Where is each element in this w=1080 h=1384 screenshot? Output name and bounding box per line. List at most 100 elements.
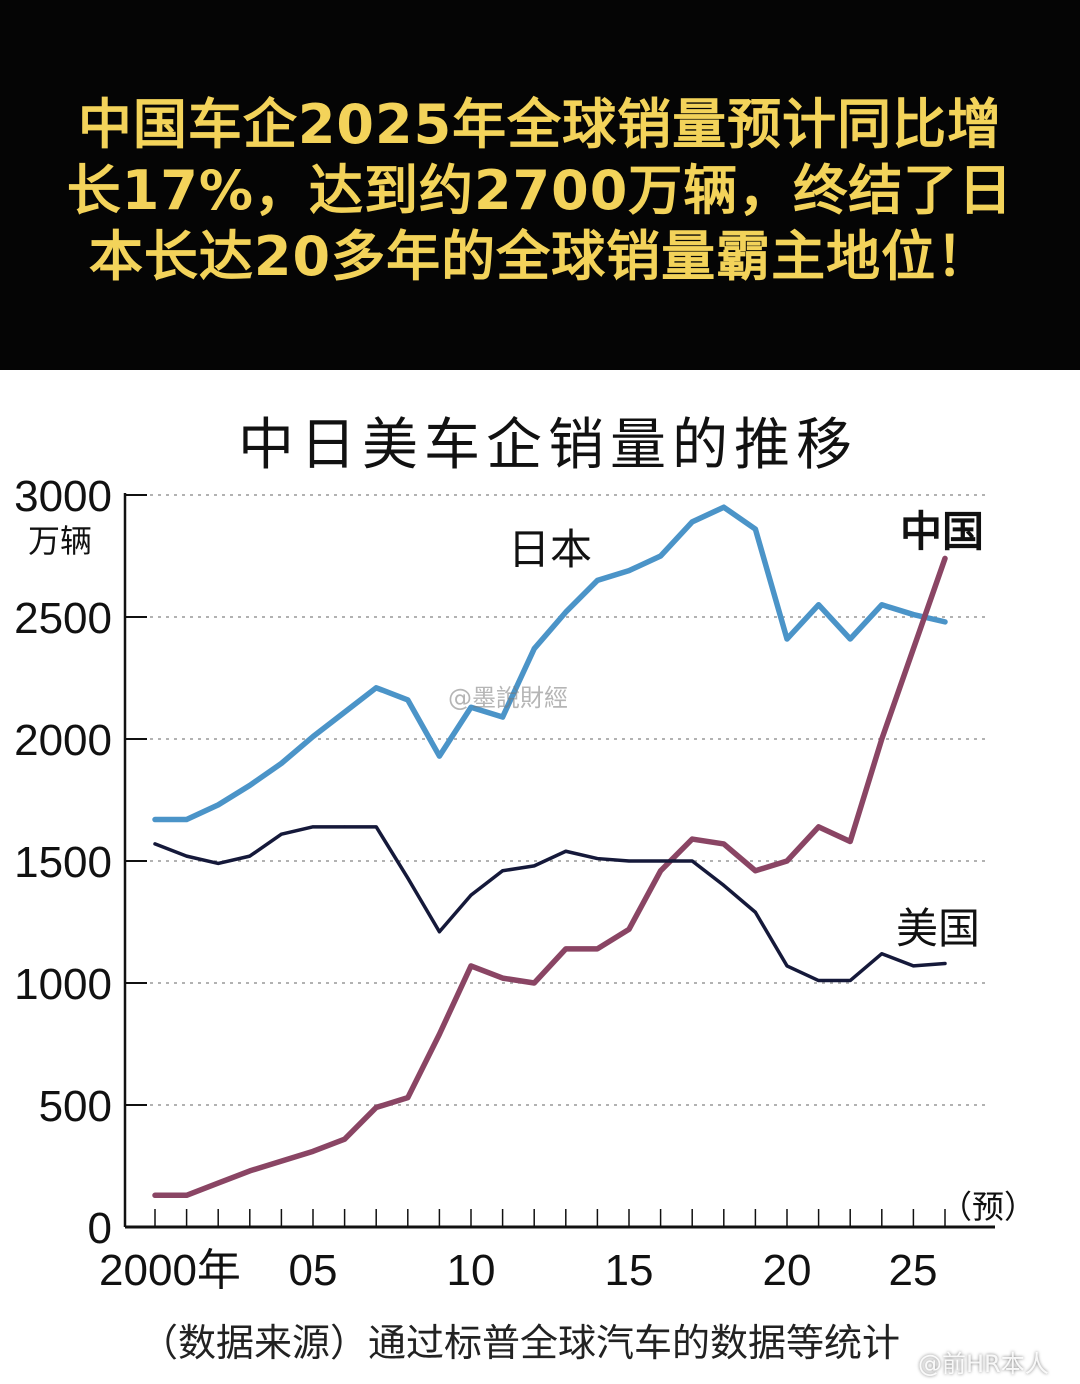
data-point-usa <box>469 893 473 897</box>
y-tick-label: 2500 <box>14 594 112 643</box>
data-point-japan <box>406 698 410 702</box>
data-point-china <box>659 869 663 873</box>
data-point-china <box>437 1032 441 1036</box>
data-point-usa <box>153 842 157 846</box>
data-point-china <box>248 1169 252 1173</box>
data-point-china <box>311 1149 315 1153</box>
data-point-japan <box>753 527 757 531</box>
chart-title: 中日美车企销量的推移 <box>238 413 858 478</box>
data-point-usa <box>785 964 789 968</box>
data-point-china <box>817 825 821 829</box>
x-tick-label: 05 <box>289 1246 338 1295</box>
series-line-china <box>152 555 948 1199</box>
data-point-china <box>532 981 536 985</box>
data-point-usa <box>564 849 568 853</box>
data-point-china <box>343 1137 347 1141</box>
data-point-china <box>185 1193 189 1197</box>
data-point-china <box>880 737 884 741</box>
data-point-china <box>469 964 473 968</box>
data-point-usa <box>690 859 694 863</box>
data-point-usa <box>501 869 505 873</box>
data-point-japan <box>153 818 157 822</box>
data-point-usa <box>248 854 252 858</box>
data-point-usa <box>532 864 536 868</box>
series-line-usa <box>153 825 947 983</box>
series-label-china: 中国 <box>900 507 984 556</box>
data-point-japan <box>785 637 789 641</box>
data-point-china <box>153 1193 157 1197</box>
data-point-usa <box>817 979 821 983</box>
data-point-japan <box>595 578 599 582</box>
data-point-usa <box>753 910 757 914</box>
y-tick-label: 1000 <box>14 960 112 1009</box>
data-point-china <box>374 1105 378 1109</box>
data-point-china <box>690 837 694 841</box>
data-point-usa <box>880 952 884 956</box>
data-point-china <box>722 842 726 846</box>
data-point-japan <box>880 603 884 607</box>
header-banner: 中国车企2025年全球销量预计同比增长17%，达到约2700万辆，终结了日本长达… <box>0 0 1080 370</box>
data-point-usa <box>437 930 441 934</box>
data-point-china <box>753 869 757 873</box>
data-point-japan <box>248 783 252 787</box>
data-point-usa <box>911 964 915 968</box>
x-tick-label: 2000年 <box>99 1246 241 1295</box>
source-note: （数据来源）通过标普全球汽车的数据等统计 <box>140 1321 901 1365</box>
data-point-china <box>564 947 568 951</box>
data-point-china <box>627 927 631 931</box>
data-point-china <box>406 1096 410 1100</box>
data-point-japan <box>501 715 505 719</box>
data-point-usa <box>279 832 283 836</box>
data-point-japan <box>374 686 378 690</box>
data-point-japan <box>848 637 852 641</box>
data-point-japan <box>216 803 220 807</box>
data-point-japan <box>343 710 347 714</box>
data-point-china <box>785 859 789 863</box>
data-point-usa <box>406 876 410 880</box>
data-point-japan <box>532 647 536 651</box>
data-point-usa <box>722 883 726 887</box>
data-point-china <box>911 647 915 651</box>
data-point-china <box>943 556 947 560</box>
x-tick-label: 25 <box>889 1246 938 1295</box>
data-point-japan <box>437 754 441 758</box>
data-point-china <box>848 839 852 843</box>
data-point-japan <box>911 613 915 617</box>
data-point-china <box>501 976 505 980</box>
y-axis-unit: 万辆 <box>28 522 92 560</box>
data-point-china <box>279 1159 283 1163</box>
data-point-usa <box>216 861 220 865</box>
data-point-japan <box>690 520 694 524</box>
data-point-usa <box>374 825 378 829</box>
data-point-japan <box>943 620 947 624</box>
watermark-corner: @前HR本人 <box>918 1350 1049 1378</box>
y-tick-label: 3000 <box>14 472 112 521</box>
data-point-japan <box>469 705 473 709</box>
series-label-japan: 日本 <box>508 525 592 574</box>
forecast-label: （预） <box>940 1188 1036 1226</box>
data-point-usa <box>627 859 631 863</box>
data-point-usa <box>943 961 947 965</box>
y-tick-label: 0 <box>88 1204 112 1253</box>
data-point-japan <box>722 505 726 509</box>
data-point-japan <box>817 603 821 607</box>
series-line-japan <box>152 504 948 823</box>
data-point-japan <box>185 818 189 822</box>
data-point-china <box>595 947 599 951</box>
y-tick-label: 1500 <box>14 838 112 887</box>
x-tick-label: 10 <box>447 1246 496 1295</box>
data-point-japan <box>279 761 283 765</box>
data-point-usa <box>343 825 347 829</box>
data-point-usa <box>185 854 189 858</box>
y-tick-label: 500 <box>39 1082 112 1131</box>
data-point-usa <box>659 859 663 863</box>
headline: 中国车企2025年全球销量预计同比增长17%，达到约2700万辆，终结了日本长达… <box>66 93 1014 288</box>
data-point-usa <box>311 825 315 829</box>
data-point-china <box>216 1181 220 1185</box>
series-label-usa: 美国 <box>896 904 980 953</box>
x-tick-label: 20 <box>763 1246 812 1295</box>
data-point-usa <box>848 979 852 983</box>
data-point-japan <box>627 569 631 573</box>
y-tick-label: 2000 <box>14 716 112 765</box>
